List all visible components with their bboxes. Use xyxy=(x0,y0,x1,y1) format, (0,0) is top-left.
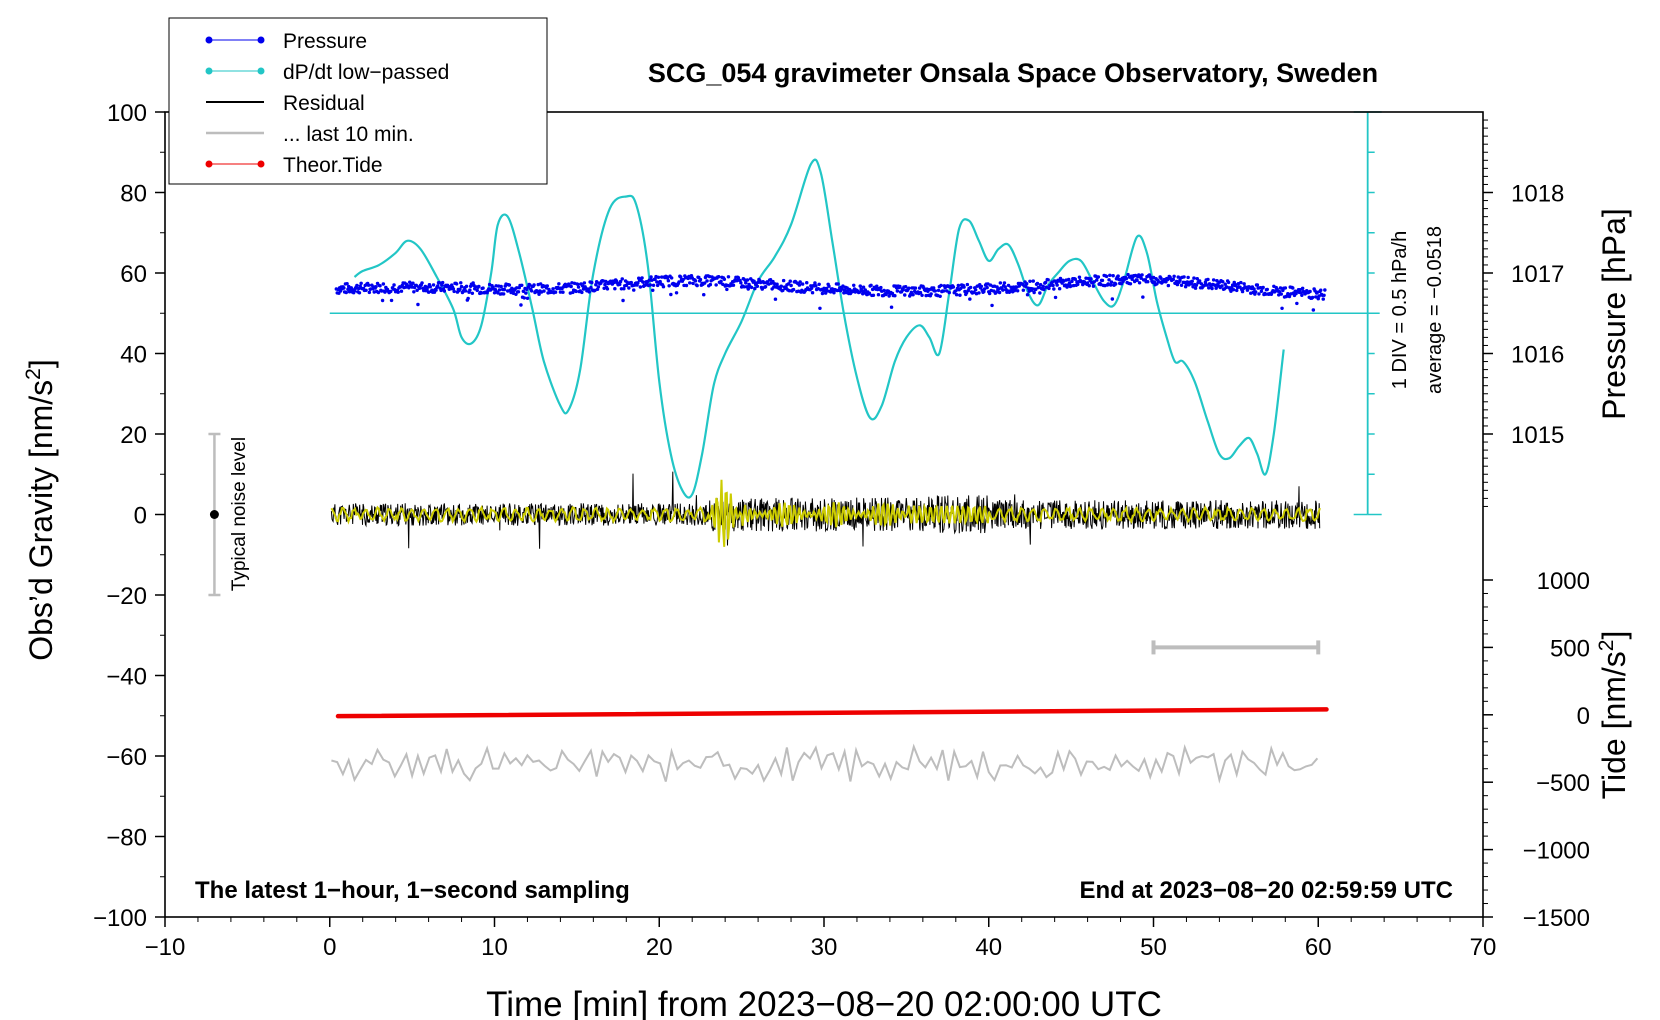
legend-label-residual: Residual xyxy=(283,92,365,115)
x-axis-label: Time [min] from 2023−08−20 02:00:00 UTC xyxy=(486,985,1162,1020)
tide-axis: −1500 −1000 −500 0 500 1000 xyxy=(1483,568,1590,932)
tide-axis-label: Tide [nm/s2] xyxy=(1595,631,1632,800)
tide-tick-label: −500 xyxy=(1536,770,1590,797)
reference-marks xyxy=(208,432,1321,655)
pressure-axis-label: Pressure [hPa] xyxy=(1596,208,1632,420)
legend-marker-pressure-2 xyxy=(257,36,265,44)
legend-entry-last10: ... last 10 min. xyxy=(206,123,414,146)
tide-axis-label-end: ] xyxy=(1596,631,1632,640)
dpdt-scale xyxy=(329,111,1382,516)
legend-label-pressure: Pressure xyxy=(283,30,367,53)
pressure-tick-label: 1017 xyxy=(1511,261,1564,288)
x-tick-label: 30 xyxy=(811,934,838,961)
legend-marker-dpdt xyxy=(205,67,213,75)
last-10-min-line xyxy=(331,743,1319,784)
residual-series xyxy=(330,471,1321,549)
legend-label-tide: Theor.Tide xyxy=(283,154,383,177)
legend-marker-tide xyxy=(205,160,213,168)
left-axis-label-main: Obs’d Gravity [nm/s xyxy=(23,380,59,661)
y-tick-label: −40 xyxy=(106,664,147,691)
last-10-min-series xyxy=(331,743,1319,784)
pressure-tick-label: 1015 xyxy=(1511,422,1564,449)
y-tick-label: 100 xyxy=(107,100,147,127)
x-tick-label: 10 xyxy=(481,934,508,961)
y-tick-label: 80 xyxy=(120,181,147,208)
dpdt-curve xyxy=(353,158,1285,499)
y-tick-label: −80 xyxy=(106,825,147,852)
y-tick-label: −100 xyxy=(93,905,147,932)
tide-tick-label: −1500 xyxy=(1523,905,1590,932)
tide-tick-label: −1000 xyxy=(1523,838,1590,865)
dpdt-series xyxy=(353,158,1285,499)
y-tick-label: 60 xyxy=(120,261,147,288)
y-tick-label: −60 xyxy=(106,744,147,771)
dpdt-average-label: average = −0.0518 xyxy=(1424,226,1446,394)
left-axis-label-end: ] xyxy=(23,359,59,368)
tide-series xyxy=(335,707,1329,719)
y-tick-label: 20 xyxy=(120,422,147,449)
left-axis-label: Obs’d Gravity [nm/s2] xyxy=(22,359,59,661)
x-tick-label: −10 xyxy=(145,934,186,961)
annotation-bottom-right: End at 2023−08−20 02:59:59 UTC xyxy=(1079,877,1453,904)
x-tick-label: 60 xyxy=(1305,934,1332,961)
pressure-dots xyxy=(334,272,1327,312)
annotation-bottom-left: The latest 1−hour, 1−second sampling xyxy=(195,877,630,904)
legend-marker-pressure xyxy=(205,36,213,44)
left-axis-label-sup: 2 xyxy=(22,368,45,380)
noise-level-label: Typical noise level xyxy=(229,437,250,591)
residual-lowpass-line xyxy=(330,479,1321,547)
legend-label-last10: ... last 10 min. xyxy=(283,123,414,146)
tide-tick-label: 500 xyxy=(1550,635,1590,662)
legend-entry-residual: Residual xyxy=(206,92,365,115)
legend: Pressure dP/dt low−passed Residual ... l… xyxy=(168,17,548,185)
x-tick-label: 50 xyxy=(1140,934,1167,961)
chart-title: SCG_054 gravimeter Onsala Space Observat… xyxy=(648,58,1378,88)
legend-marker-dpdt-2 xyxy=(257,67,265,75)
tide-tick-label: 0 xyxy=(1577,703,1590,730)
pressure-tick-label: 1018 xyxy=(1511,181,1564,208)
tide-tick-label: 1000 xyxy=(1537,568,1590,595)
legend-entry-pressure: Pressure xyxy=(205,30,367,53)
pressure-axis: 1015 1016 1017 1018 xyxy=(1483,119,1564,507)
noise-bar-center xyxy=(209,510,219,519)
dpdt-scale-label: 1 DIV = 0.5 hPa/h xyxy=(1389,231,1411,389)
tide-line xyxy=(335,707,1329,719)
pressure-series xyxy=(334,272,1327,312)
y-tick-label: −20 xyxy=(106,583,147,610)
x-tick-label: 40 xyxy=(975,934,1002,961)
left-y-axis: −100 −80 −60 −40 −20 0 20 40 60 80 100 xyxy=(93,100,165,932)
legend-marker-tide-2 xyxy=(257,160,265,168)
legend-entry-dpdt: dP/dt low−passed xyxy=(205,61,449,84)
tide-axis-label-sup: 2 xyxy=(1595,640,1618,652)
x-tick-label: 70 xyxy=(1470,934,1497,961)
x-tick-label: 0 xyxy=(323,934,336,961)
y-tick-label: 40 xyxy=(120,342,147,369)
pressure-tick-label: 1016 xyxy=(1511,342,1564,369)
legend-entry-tide: Theor.Tide xyxy=(205,154,383,177)
tide-axis-label-main: Tide [nm/s xyxy=(1596,651,1632,799)
legend-label-dpdt: dP/dt low−passed xyxy=(283,61,449,84)
y-tick-label: 0 xyxy=(134,503,147,530)
x-axis: −10 0 10 20 30 40 50 60 70 xyxy=(145,917,1497,961)
x-tick-label: 20 xyxy=(646,934,673,961)
